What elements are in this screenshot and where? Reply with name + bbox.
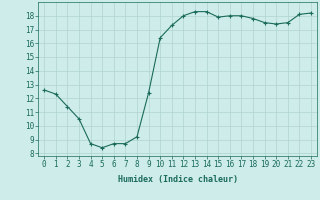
X-axis label: Humidex (Indice chaleur): Humidex (Indice chaleur) [118, 175, 238, 184]
